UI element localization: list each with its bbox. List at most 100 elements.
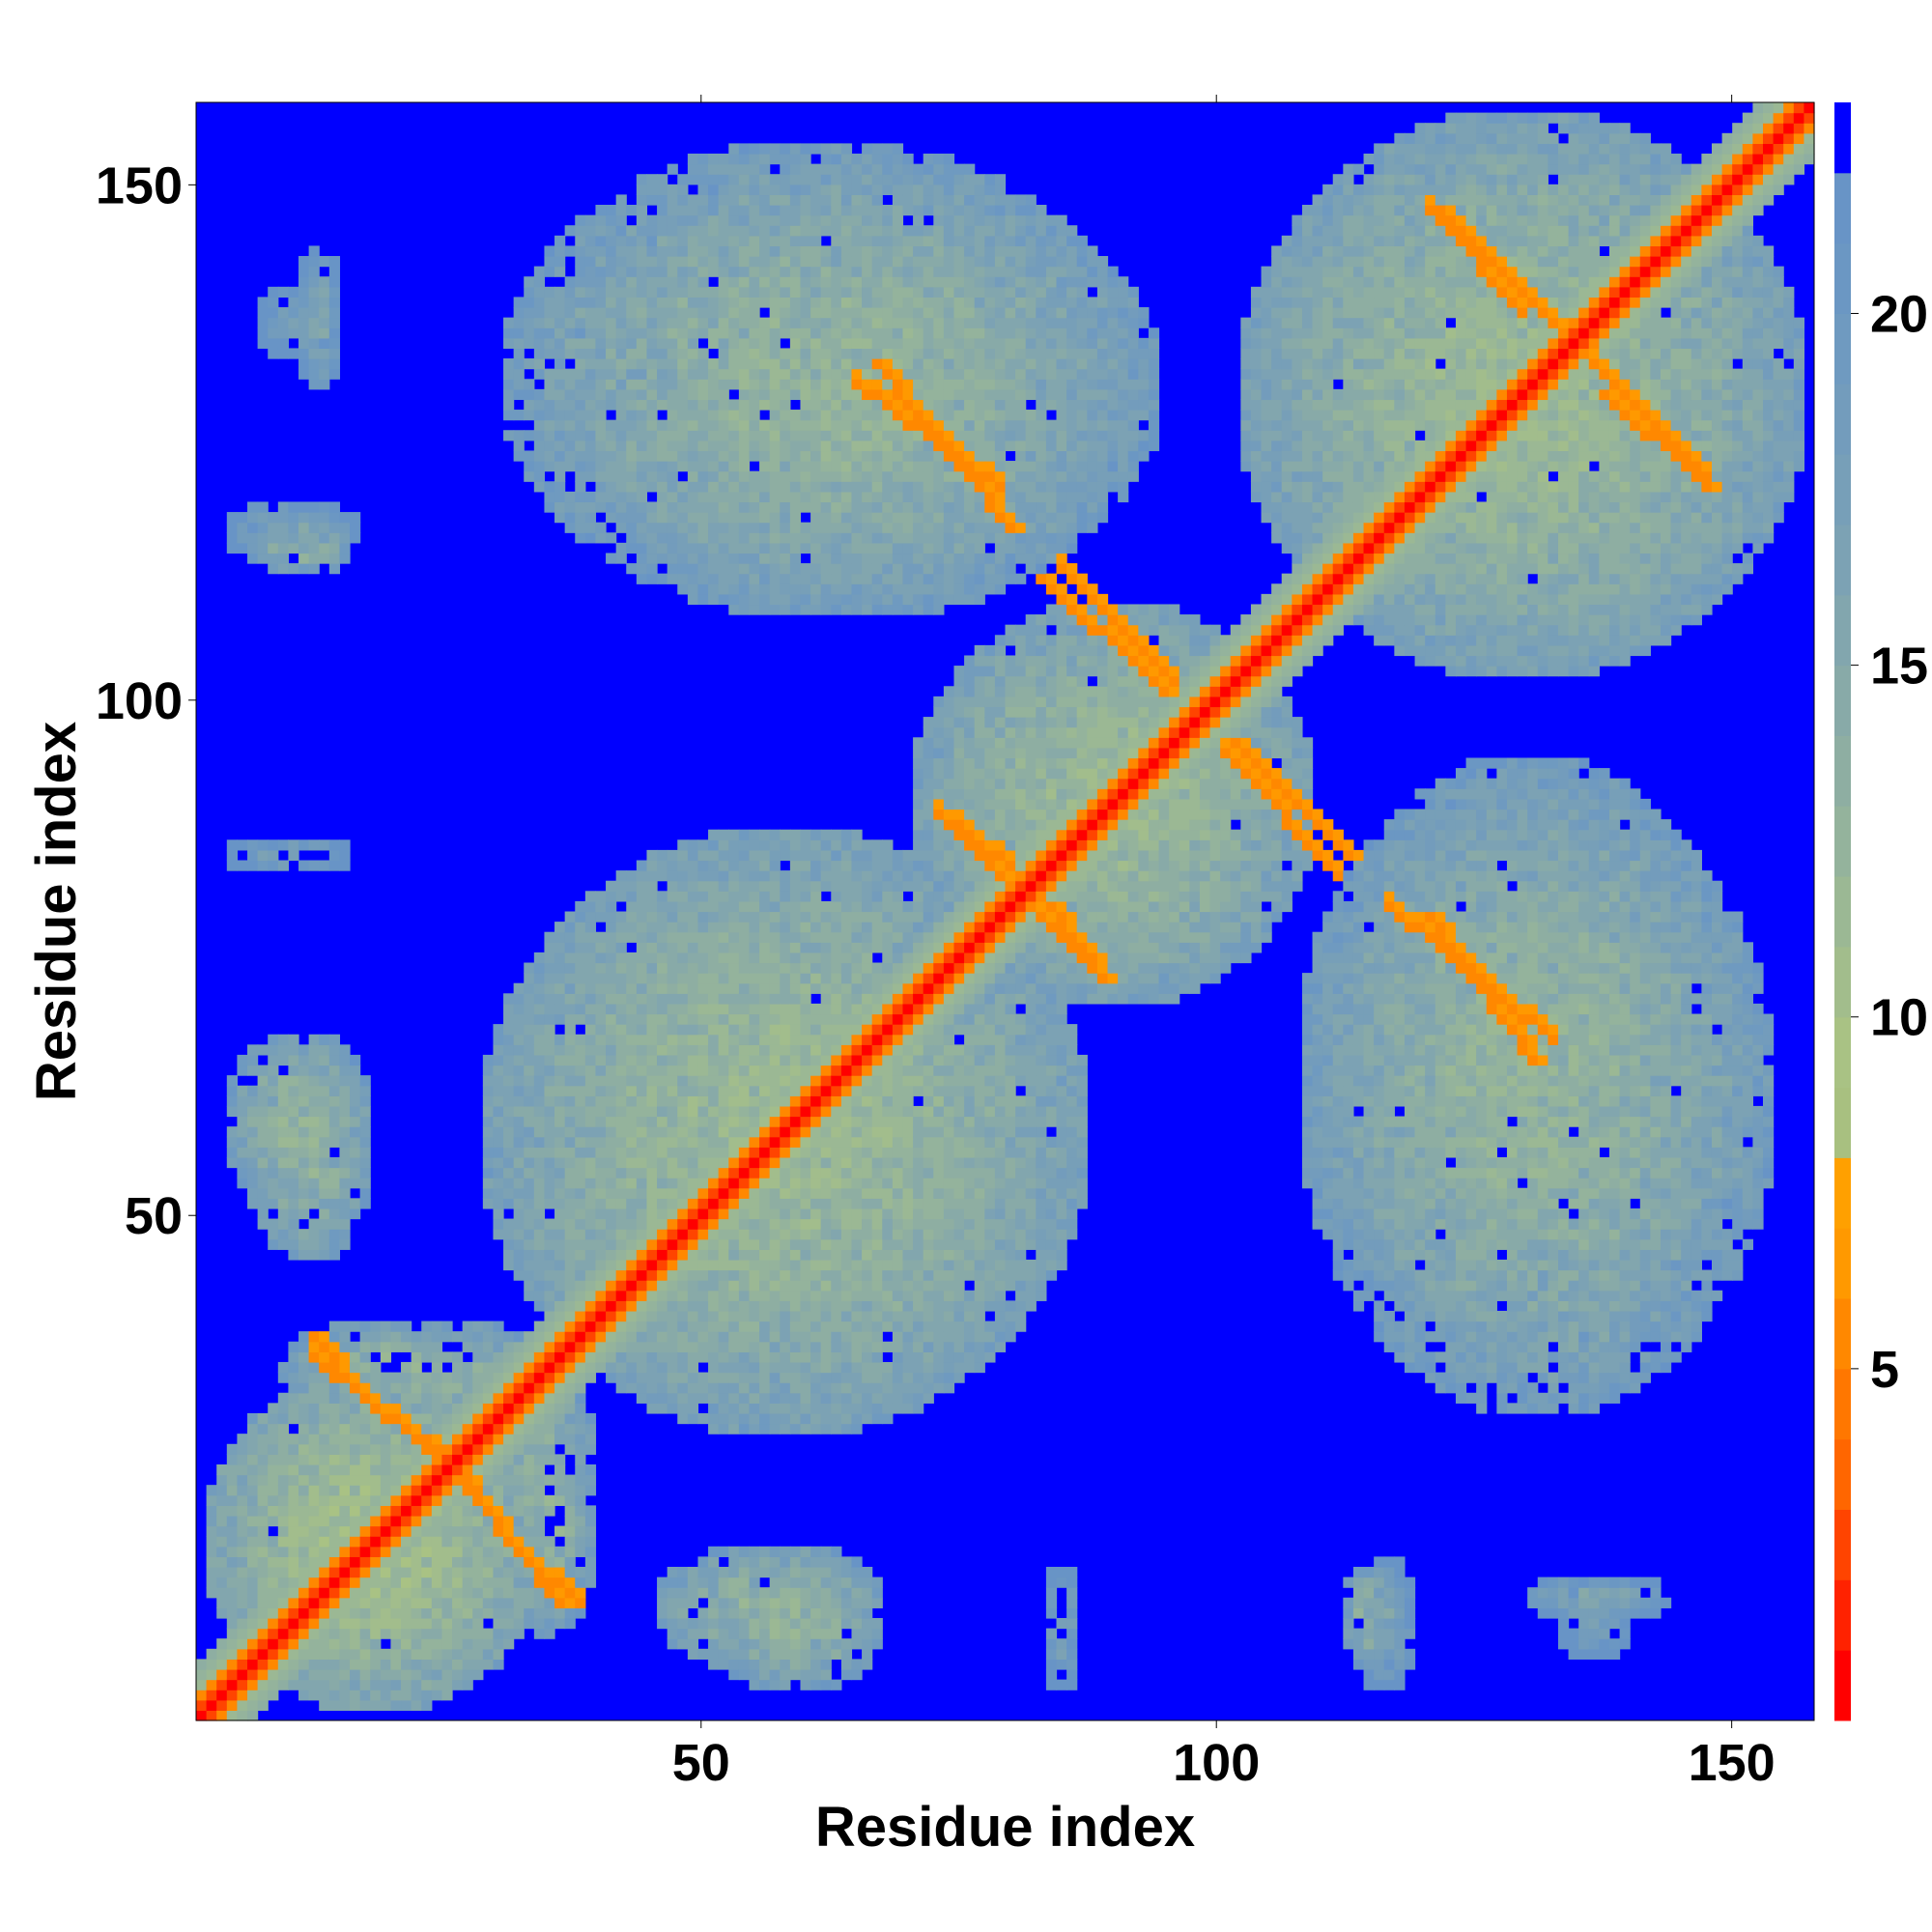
heatmap-cell (840, 491, 853, 503)
heatmap-cell (831, 962, 842, 974)
heatmap-cell (370, 1628, 382, 1639)
heatmap-cell (462, 1494, 473, 1506)
heatmap-cell (319, 256, 330, 268)
heatmap-cell (840, 982, 853, 994)
heatmap-cell (728, 1229, 740, 1240)
heatmap-cell (636, 235, 648, 247)
heatmap-cell (759, 1300, 771, 1312)
heatmap-cell (749, 501, 760, 513)
heatmap-cell (677, 194, 689, 206)
heatmap-cell (780, 553, 791, 564)
heatmap-cell (840, 1269, 853, 1281)
heatmap-cell (237, 1566, 248, 1578)
heatmap-cell (472, 1403, 484, 1414)
heatmap-cell (759, 276, 771, 288)
heatmap-cell (862, 1403, 873, 1414)
heatmap-cell (667, 461, 678, 472)
heatmap-cell (728, 399, 740, 411)
heatmap-cell (759, 1607, 771, 1619)
heatmap-cell (554, 286, 566, 298)
heatmap-cell (840, 829, 853, 840)
heatmap-cell (544, 942, 555, 953)
heatmap-cell (513, 1587, 525, 1599)
heatmap-cell (584, 1218, 597, 1230)
heatmap-cell (687, 982, 699, 994)
heatmap-cell (319, 1147, 330, 1158)
heatmap-cell (390, 1525, 402, 1537)
heatmap-cell (606, 205, 617, 216)
heatmap-cell (840, 297, 853, 308)
heatmap-cell (657, 1156, 668, 1169)
heatmap-cell (288, 1178, 299, 1189)
heatmap-cell (820, 1607, 832, 1619)
heatmap-cell (789, 1178, 802, 1189)
heatmap-cell (677, 214, 689, 226)
heatmap-cell (564, 1013, 576, 1025)
heatmap-cell (226, 1597, 238, 1608)
heatmap-cell (718, 1382, 729, 1394)
heatmap-cell (277, 1372, 290, 1383)
heatmap-cell (636, 327, 648, 339)
heatmap-cell (277, 1515, 290, 1527)
heatmap-cell (626, 266, 638, 277)
heatmap-cell (513, 1167, 525, 1179)
heatmap-cell (687, 1198, 699, 1209)
heatmap-cell (759, 942, 771, 953)
heatmap-cell (339, 1105, 351, 1118)
heatmap-cell (667, 1290, 678, 1301)
heatmap-cell (738, 1034, 751, 1045)
heatmap-cell (533, 1505, 546, 1517)
heatmap-cell (493, 1566, 504, 1578)
heatmap-cell (810, 450, 822, 462)
heatmap-cell (626, 379, 638, 390)
heatmap-cell (328, 1331, 341, 1343)
heatmap-cell (851, 1136, 863, 1148)
heatmap-cell (749, 860, 760, 871)
heatmap-cell (687, 522, 699, 533)
heatmap-cell (789, 1054, 802, 1066)
heatmap-cell (738, 1566, 751, 1578)
heatmap-cell (257, 860, 269, 871)
heatmap-cell (319, 1156, 330, 1169)
heatmap-cell (810, 1300, 822, 1312)
heatmap-cell (575, 1423, 586, 1435)
heatmap-cell (657, 1065, 668, 1076)
heatmap-cell (840, 501, 853, 513)
heatmap-cell (216, 1648, 228, 1660)
heatmap-cell (328, 522, 341, 533)
heatmap-cell (401, 1321, 412, 1332)
heatmap-cell (759, 512, 771, 524)
heatmap-cell (667, 870, 678, 882)
heatmap-cell (626, 419, 638, 431)
heatmap-cell (687, 880, 699, 892)
heatmap-cell (718, 1259, 729, 1271)
heatmap-cell (667, 245, 678, 257)
heatmap-cell (493, 1054, 504, 1066)
heatmap-cell (339, 839, 351, 851)
heatmap-cell (697, 922, 709, 933)
heatmap-cell (277, 1454, 290, 1465)
heatmap-cell (257, 1208, 269, 1220)
heatmap-cell (257, 1485, 269, 1496)
heatmap-cell (646, 1013, 658, 1025)
heatmap-cell (851, 532, 863, 544)
heatmap-cell (728, 1208, 740, 1220)
heatmap-cell (636, 368, 648, 380)
heatmap-cell (595, 1013, 607, 1025)
heatmap-cell (288, 1638, 299, 1650)
heatmap-cell (789, 900, 802, 913)
heatmap-cell (196, 1659, 208, 1670)
heatmap-cell (759, 962, 771, 974)
heatmap-cell (595, 1341, 607, 1352)
heatmap-cell (810, 922, 822, 933)
heatmap-cell (851, 440, 863, 452)
heatmap-cell (851, 419, 863, 431)
heatmap-cell (298, 1536, 310, 1548)
heatmap-cell (820, 1300, 832, 1312)
heatmap-cell (533, 1229, 546, 1240)
heatmap-cell (728, 256, 740, 268)
heatmap-cell (831, 1218, 842, 1230)
heatmap-cell (708, 154, 720, 165)
heatmap-cell (626, 337, 638, 350)
heatmap-cell (780, 1392, 791, 1404)
